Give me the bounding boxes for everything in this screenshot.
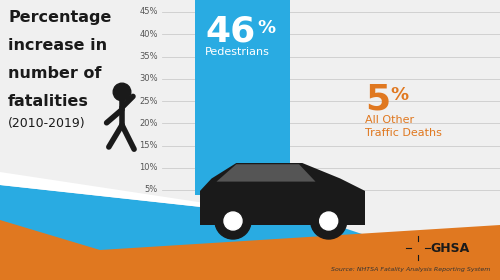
Text: 45%: 45% [140,8,158,17]
Polygon shape [0,220,500,280]
Text: %: % [257,19,275,37]
Text: GHSA: GHSA [430,241,469,255]
Text: %: % [390,86,408,104]
Circle shape [113,83,131,101]
Circle shape [320,212,338,230]
Text: Traffic Deaths: Traffic Deaths [365,128,442,138]
Polygon shape [0,172,370,228]
Text: 30%: 30% [140,74,158,83]
Text: fatalities: fatalities [8,94,89,109]
Text: increase in: increase in [8,38,107,53]
Circle shape [215,203,251,239]
Bar [195,0,290,195]
Text: 10%: 10% [140,163,158,172]
Polygon shape [216,164,316,182]
Text: All Other: All Other [365,115,414,125]
Text: (2010-2019): (2010-2019) [8,117,86,130]
Polygon shape [200,163,365,225]
Text: 15%: 15% [140,141,158,150]
Text: 5%: 5% [145,186,158,195]
Text: 5: 5 [365,83,390,117]
Text: Percentage: Percentage [8,10,112,25]
Text: number of: number of [8,66,102,81]
Text: 40%: 40% [140,30,158,39]
Text: 25%: 25% [140,97,158,106]
Text: Pedestrians: Pedestrians [205,47,270,57]
Text: 46: 46 [205,15,256,49]
Circle shape [224,212,242,230]
Polygon shape [0,185,500,280]
Text: Source: NHTSA Fatality Analysis Reporting System: Source: NHTSA Fatality Analysis Reportin… [330,267,490,272]
Circle shape [310,203,346,239]
Text: 35%: 35% [140,52,158,61]
Text: 20%: 20% [140,119,158,128]
